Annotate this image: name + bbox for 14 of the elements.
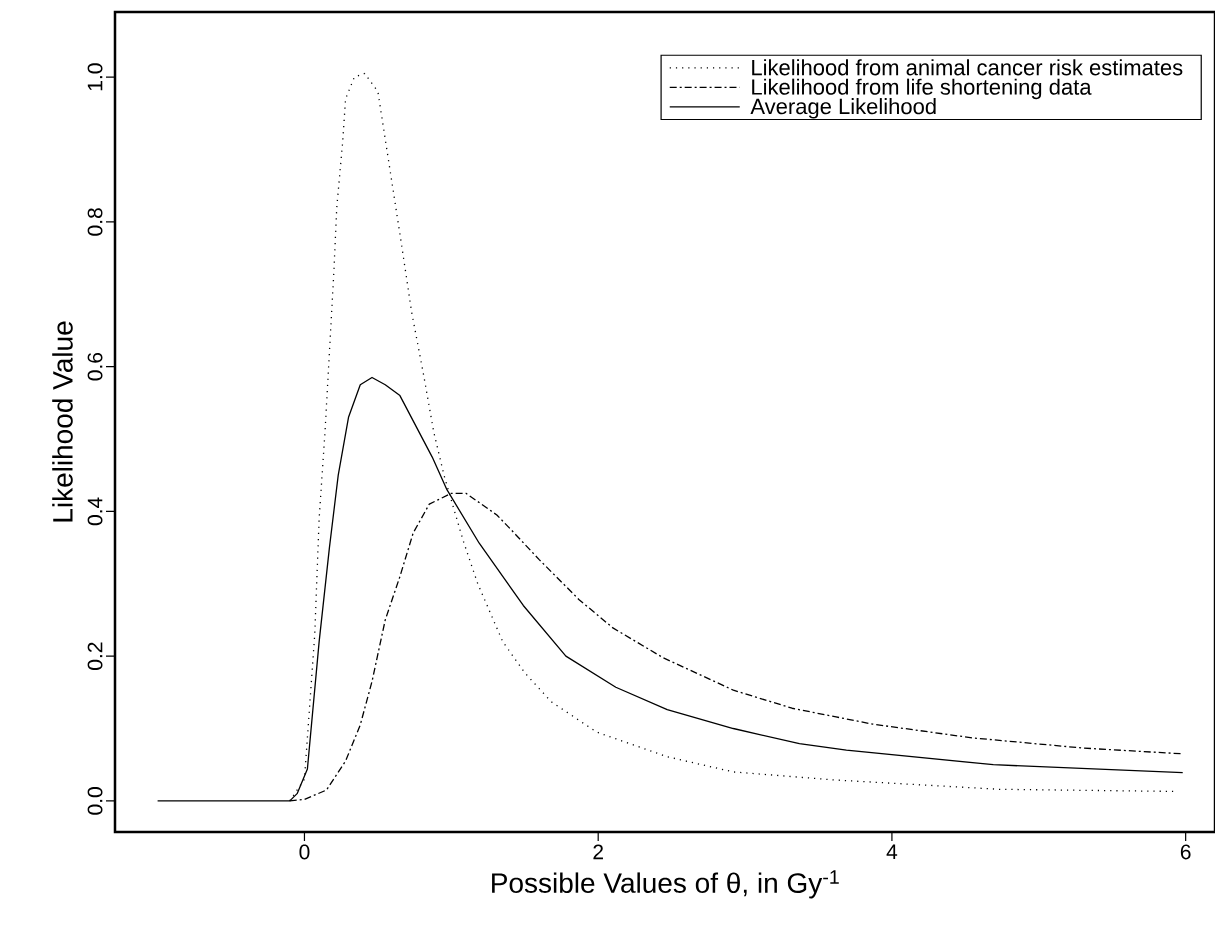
y-tick-label: 0.8 (87, 208, 103, 236)
y-tick-label: 0.4 (87, 497, 103, 526)
x-axis-title: Possible Values of θ, in Gy$^{-1}$ (492, 870, 839, 899)
x-tick-label: 4 (886, 844, 898, 859)
y-tick-label: 0.0 (87, 787, 103, 815)
y-tick-label: 0.6 (87, 352, 103, 381)
x-tick-label: 2 (593, 844, 603, 860)
y-tick-label: 1.0 (87, 63, 103, 91)
y-tick-label: 0.2 (87, 642, 103, 670)
legend-label: Average Likelihood (750, 98, 936, 119)
y-axis-title: Likelihood Value (52, 321, 73, 522)
legend-label: Likelihood from animal cancer risk estimates (752, 59, 1183, 76)
x-tick-label: 0 (299, 844, 310, 860)
x-tick-label: 6 (1180, 844, 1191, 860)
